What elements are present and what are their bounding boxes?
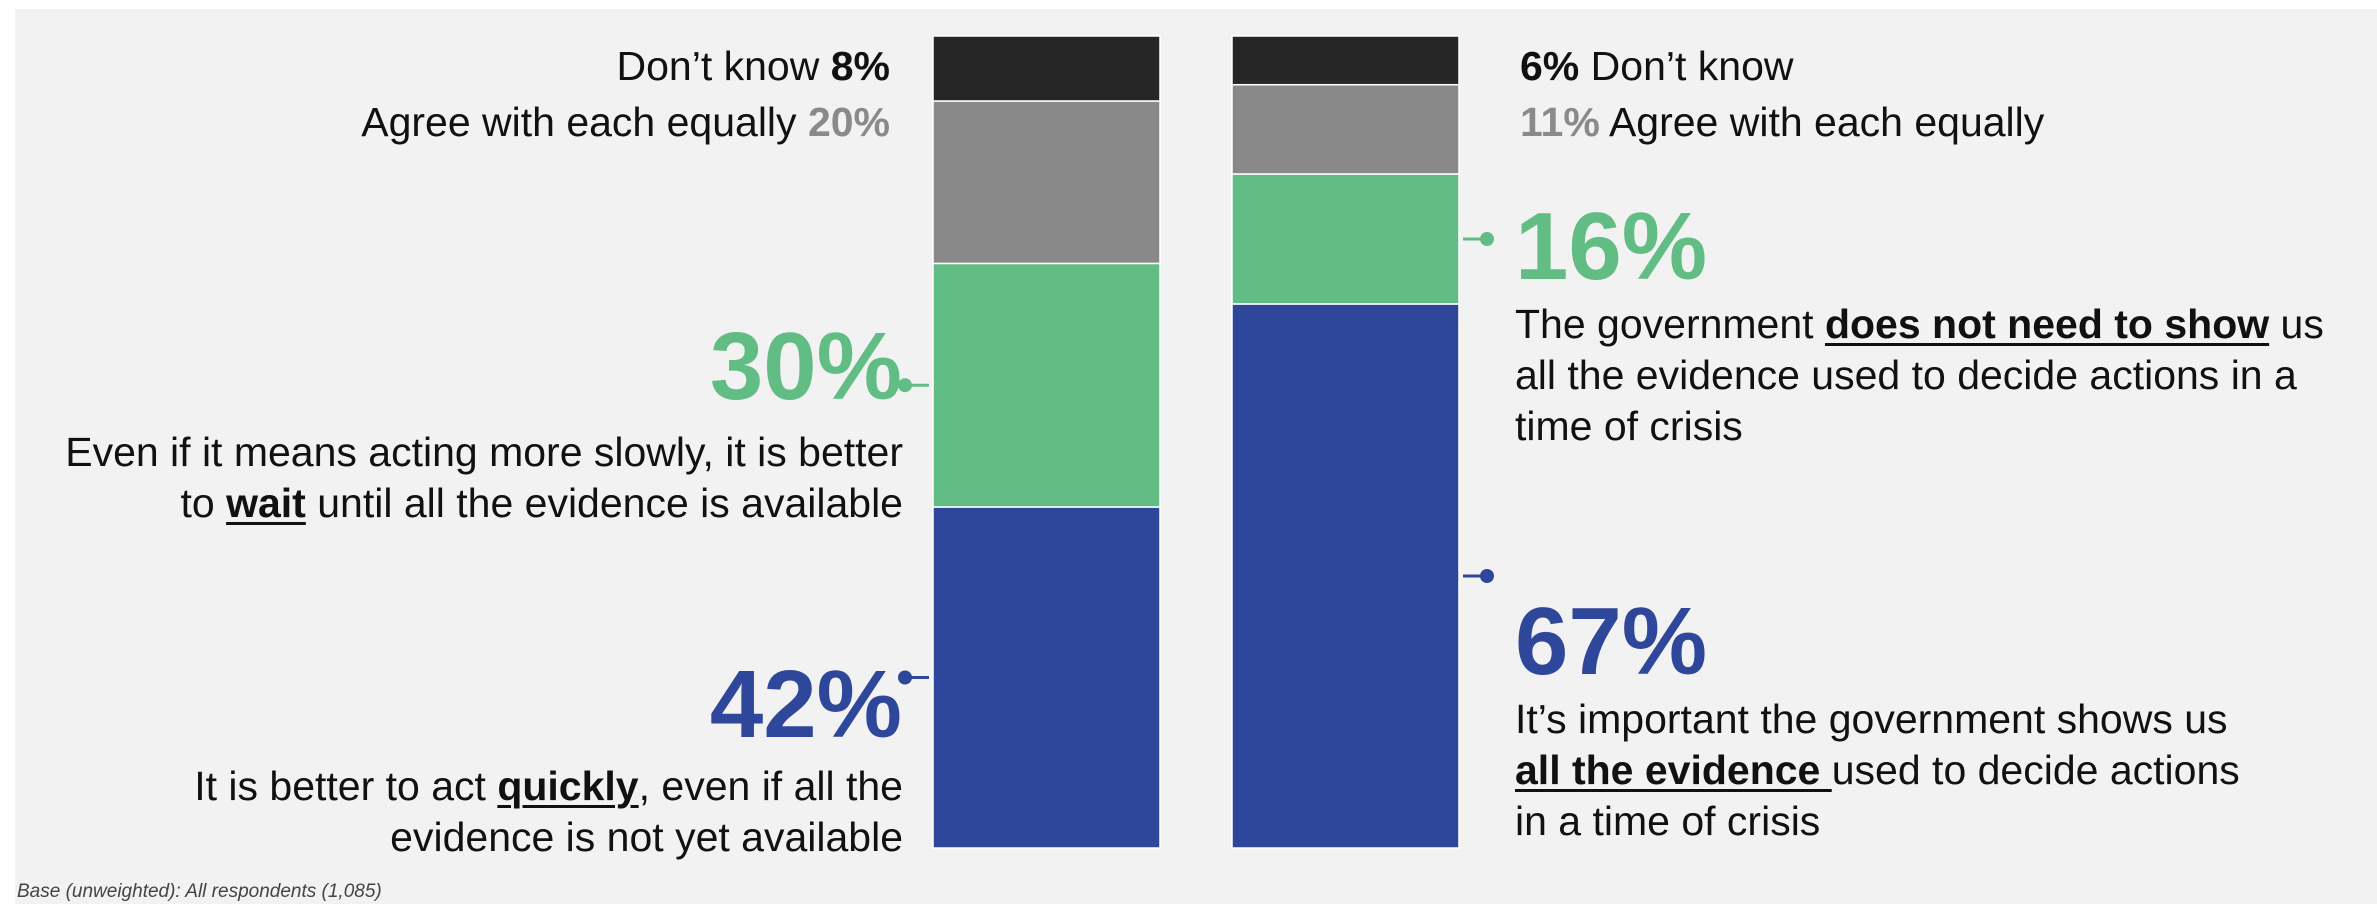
right-blue-line1: It’s important the government shows us [1515, 696, 2228, 742]
right-green-pct: 16% [1515, 193, 1708, 300]
chart-canvas: Don’t know 8% Agree with each equally 20… [15, 9, 2377, 904]
right-blue-line2: all the evidence used to decide actions [1515, 747, 2240, 793]
left-green-emphasis: wait [226, 480, 306, 526]
right-blue-emphasis: all the evidence [1515, 747, 1832, 793]
right-green-line3: time of crisis [1515, 403, 1743, 449]
left-dont-know-text: Don’t know [616, 43, 831, 89]
left-blue-emphasis: quickly [497, 763, 639, 809]
right-dont-know-pct: 6% [1520, 43, 1580, 89]
left-equal-pct: 20% [807, 99, 890, 145]
base-footnote: Base (unweighted): All respondents (1,08… [17, 881, 382, 902]
left-bar-segment-dont-know [932, 35, 1161, 102]
right-blue-pct: 67% [1515, 588, 1708, 695]
left-bar-segment-equal [932, 100, 1161, 265]
right-green-line1: The government does not need to show us [1515, 301, 2324, 347]
left-dont-know-label: Don’t know 8% [617, 38, 890, 94]
right-blue-statement: It’s important the government shows us a… [1515, 694, 2240, 847]
right-equal-label: 11% Agree with each equally [1520, 94, 2044, 150]
right-green-leader-dot [1480, 232, 1494, 246]
left-bar-segment-green [932, 262, 1161, 508]
right-blue-leader-dot [1480, 569, 1494, 583]
right-bar-segment-dont-know [1231, 35, 1460, 86]
left-green-statement: Even if it means acting more slowly, it … [65, 427, 903, 529]
left-equal-text: Agree with each equally [361, 99, 808, 145]
left-equal-label: Agree with each equally 20% [361, 94, 890, 150]
left-green-leader-dot [898, 378, 912, 393]
right-bar-segment-green [1231, 173, 1460, 305]
right-bar-segment-equal [1231, 83, 1460, 175]
left-green-line2: to wait until all the evidence is availa… [180, 480, 904, 526]
left-blue-line2: evidence is not yet available [390, 814, 903, 860]
right-dont-know-text: Don’t know [1579, 43, 1794, 89]
right-blue-line3: in a time of crisis [1515, 798, 1821, 844]
left-green-line1: Even if it means acting more slowly, it … [65, 429, 903, 475]
left-blue-statement: It is better to act quickly, even if all… [194, 761, 903, 863]
left-blue-leader-dot [898, 670, 912, 685]
stacked-bar-chart [898, 35, 1494, 849]
right-bar-segment-blue [1231, 303, 1460, 849]
left-bar-segment-blue [932, 506, 1161, 849]
right-equal-pct: 11% [1520, 99, 1600, 145]
left-blue-pct: 42% [709, 651, 902, 758]
left-green-pct: 30% [709, 313, 902, 420]
left-dont-know-pct: 8% [830, 43, 890, 89]
right-green-emphasis: does not need to show [1824, 301, 2270, 347]
left-blue-line1: It is better to act quickly, even if all… [194, 763, 903, 809]
right-green-statement: The government does not need to show us … [1515, 299, 2324, 452]
right-dont-know-label: 6% Don’t know [1520, 38, 1793, 94]
right-green-line2: all the evidence used to decide actions … [1515, 352, 2297, 398]
right-equal-text: Agree with each equally [1599, 99, 2045, 145]
